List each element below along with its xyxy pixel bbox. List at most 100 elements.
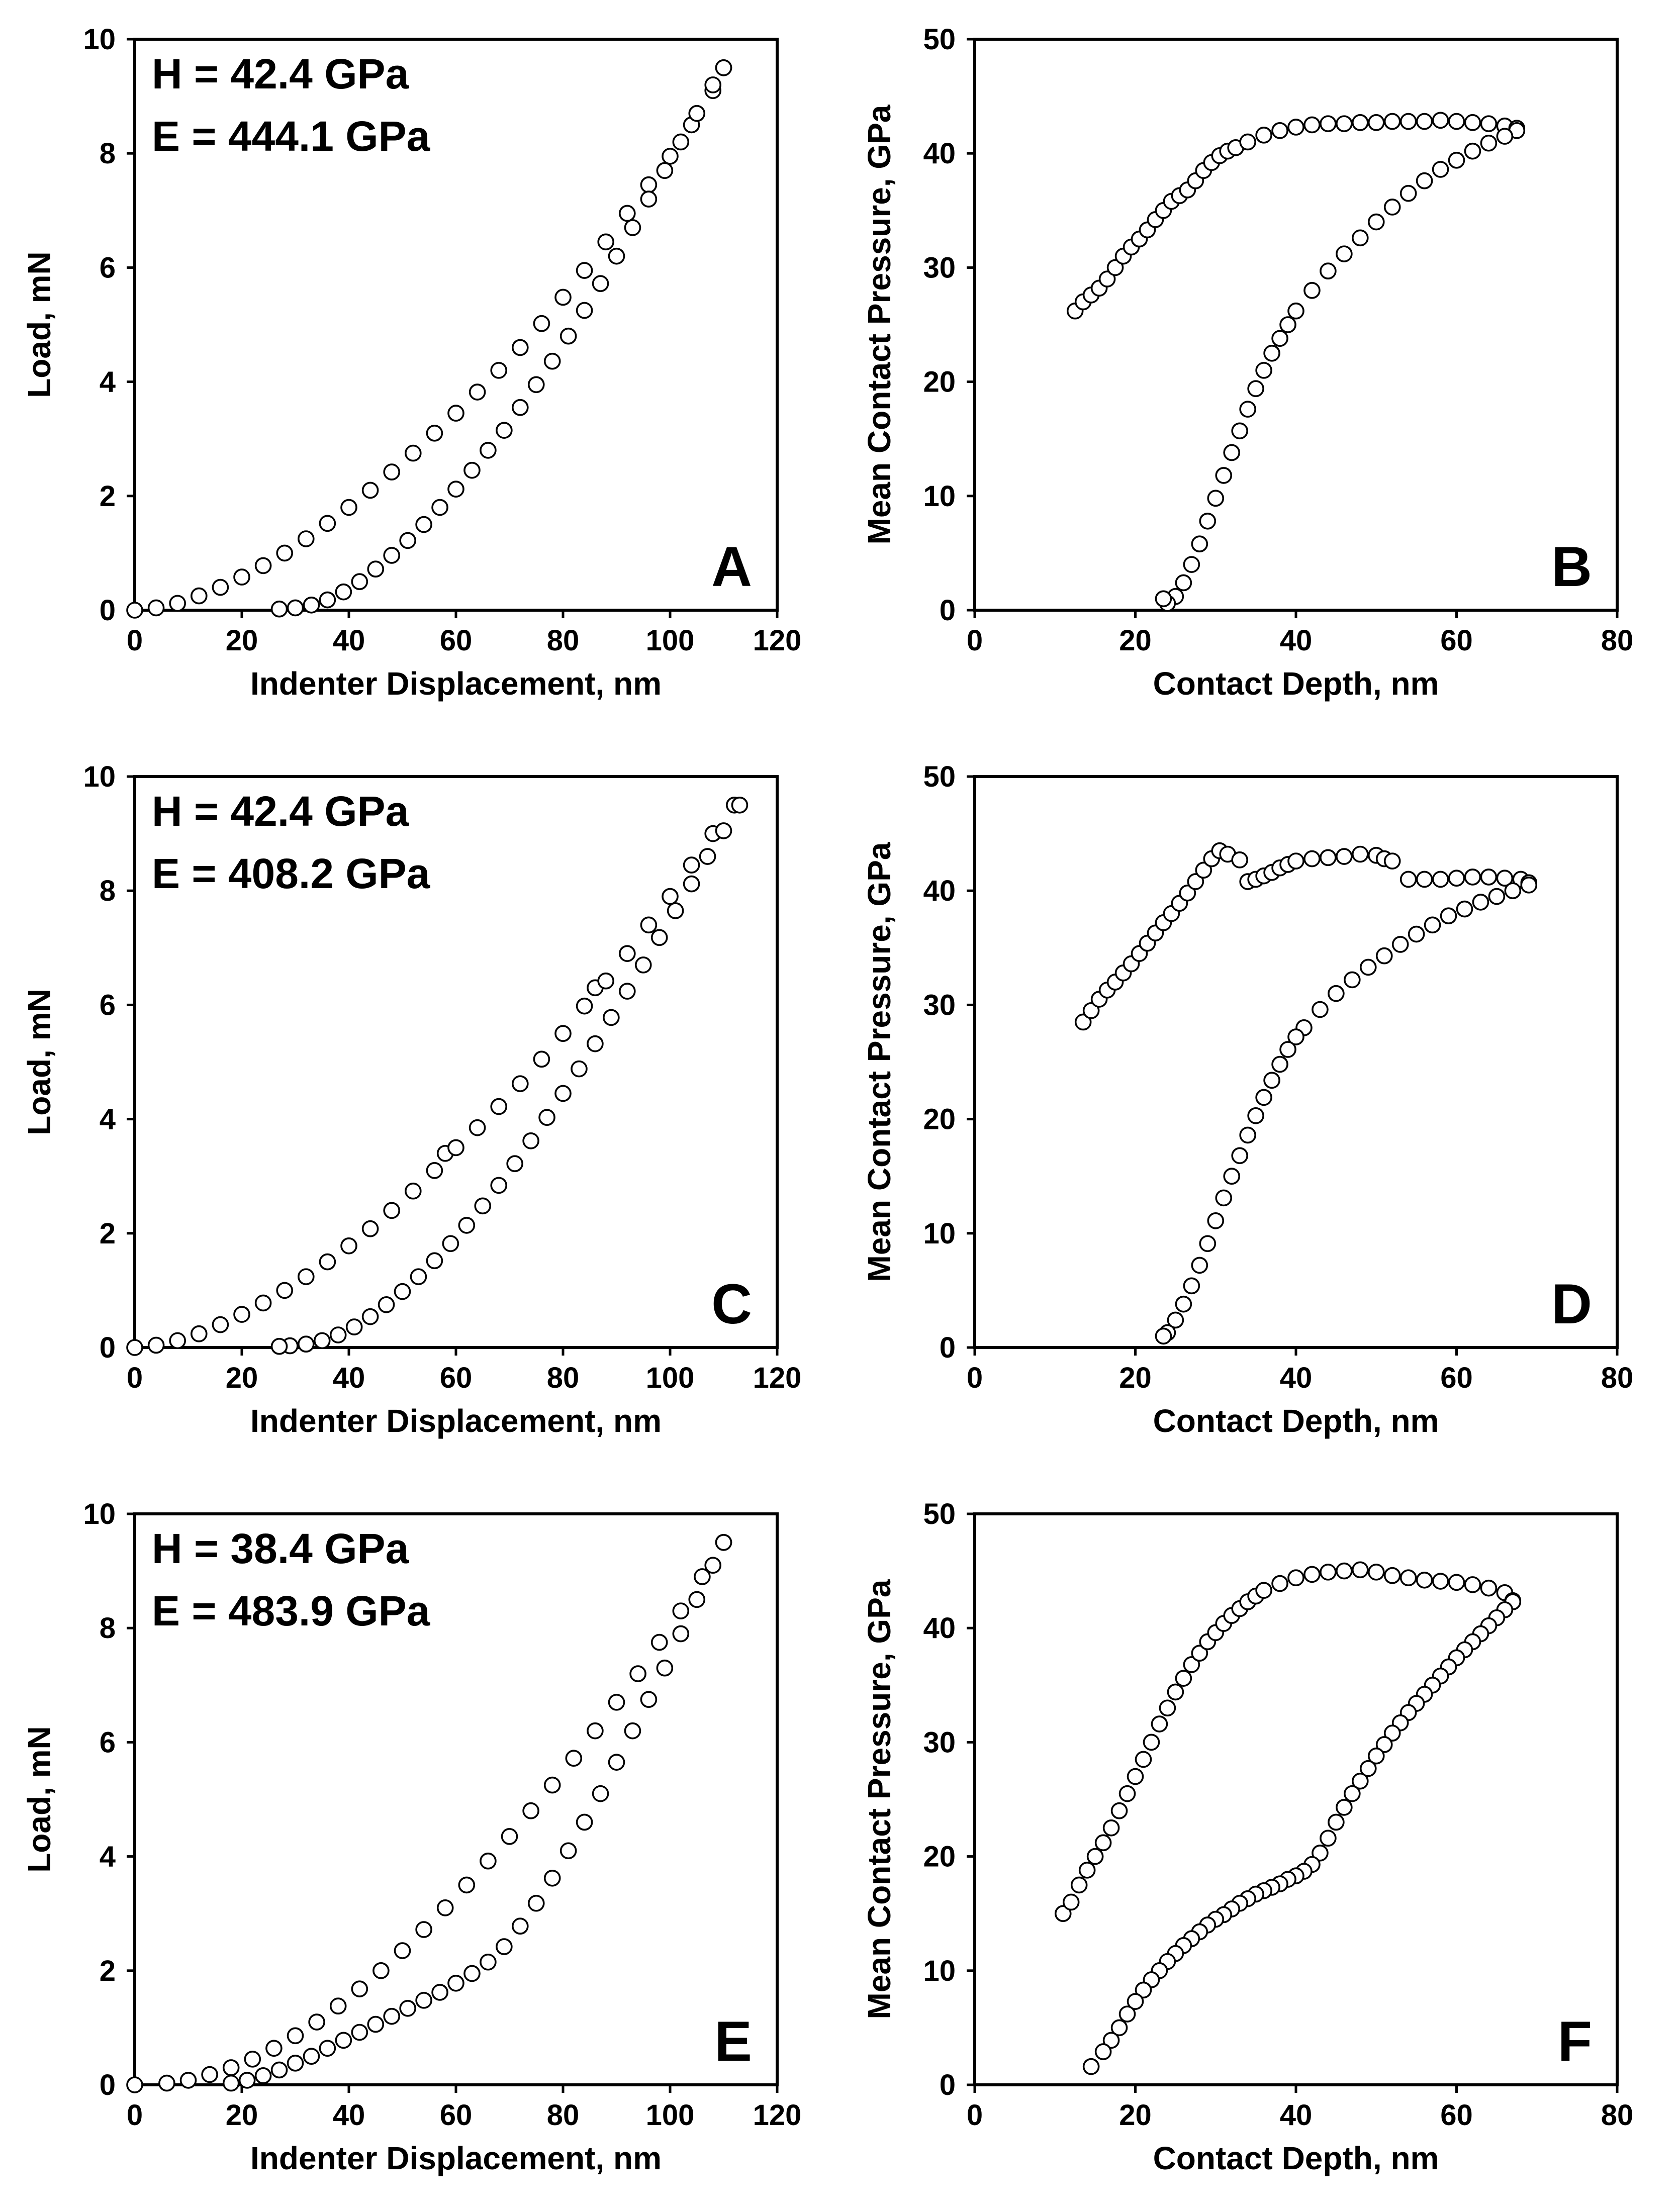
x-tick-label: 40 [1280,624,1313,657]
data-point [254,2067,272,2084]
data-point [672,1625,690,1643]
data-point [1480,1579,1498,1597]
data-point [442,1235,459,1253]
data-point [1175,574,1192,592]
data-point [1287,302,1304,320]
data-point [1151,1715,1168,1733]
data-point [608,1694,625,1711]
data-point [1183,1656,1200,1673]
data-point [559,1842,577,1860]
data-point [1359,1760,1377,1777]
x-tick-label: 120 [753,2099,802,2132]
data-point [447,1139,464,1157]
data-point [672,133,690,151]
data-point [543,1869,561,1887]
y-tick-label: 10 [83,23,116,56]
data-point [1464,869,1481,886]
x-tick-label: 60 [440,2099,473,2132]
data-point [543,352,561,370]
data-point [592,1785,609,1802]
data-point [319,515,336,532]
data-point [1106,259,1124,276]
y-tick-label: 8 [100,875,116,907]
data-point [1179,884,1196,902]
y-tick-label: 6 [100,989,116,1021]
data-point [238,2072,256,2089]
x-tick-label: 60 [440,624,473,657]
data-point [1352,114,1369,131]
x-axis-title: Contact Depth, nm [1153,1403,1439,1439]
data-point [1127,1768,1144,1785]
x-tick-label: 100 [646,2099,695,2132]
data-point [1448,1574,1465,1591]
data-point [1504,882,1522,900]
x-axis-title: Indenter Displacement, nm [250,1403,662,1439]
data-point [1287,119,1304,136]
x-tick-label: 20 [226,1362,258,1394]
data-point [480,1852,497,1870]
x-tick-label: 100 [646,1362,695,1394]
data-point [1098,270,1116,287]
data-point [1383,852,1401,870]
data-point [297,1335,315,1353]
data-point [335,2032,352,2049]
data-point [1135,1751,1152,1768]
data-point [1143,1734,1160,1751]
data-point [688,105,706,122]
data-point [490,362,508,379]
data-point [1263,1072,1280,1089]
data-point [1191,535,1208,553]
data-point [533,1050,550,1068]
data-point [1118,1785,1136,1802]
data-point [1472,894,1489,911]
chart-svg: 0 20 40 60 80 0 10 20 30 40 50 Contact Depth, nm Mea… [861,23,1633,702]
data-point [650,1633,668,1651]
y-tick-label: 20 [923,1841,956,1873]
data-point [147,1336,165,1354]
data-point [233,568,250,586]
x-tick-label: 120 [753,624,802,657]
data-point [233,1306,250,1323]
data-point [351,1980,368,1997]
annotation-text: E = 444.1 GPa [152,113,431,160]
data-point [463,461,481,479]
data-point [426,1252,443,1270]
y-tick-label: 30 [923,251,956,284]
data-point [147,599,165,617]
data-point [1399,113,1417,130]
data-point [1094,1834,1112,1852]
data-point [624,1722,641,1740]
x-tick-label: 40 [333,1362,365,1394]
data-point [1239,133,1256,151]
annotation-text: H = 42.4 GPa [152,50,410,98]
data-point [276,544,294,562]
data-point [1399,1569,1417,1587]
data-point [431,1984,448,2001]
chart-svg: 0 20 40 60 80 100 120 0 2 4 6 8 10 Indenter Displacem… [21,1498,802,2176]
data-point [169,1332,186,1350]
data-point [634,956,652,974]
series-unloading [222,1534,732,2092]
data-point [512,1075,529,1092]
data-point [1336,1562,1353,1580]
data-point [447,480,464,498]
y-tick-label: 0 [100,594,116,627]
x-tick-label: 40 [333,624,365,657]
data-point [426,1162,443,1179]
data-point [319,2040,336,2057]
data-point [592,275,609,293]
y-tick-label: 0 [940,2069,956,2101]
data-point [1070,1876,1088,1894]
data-point [1199,512,1217,530]
series-loading [1054,1561,1522,1922]
x-tick-label: 60 [440,1362,473,1394]
x-tick-label: 20 [1119,2099,1152,2132]
x-tick-label: 20 [1119,624,1152,657]
data-point [1375,1736,1393,1753]
data-point [1480,134,1498,152]
data-point [650,929,668,946]
data-point [329,1997,347,2015]
series-unloading [1155,877,1538,1345]
x-tick-label: 40 [1280,1362,1313,1394]
data-point [308,2013,325,2031]
